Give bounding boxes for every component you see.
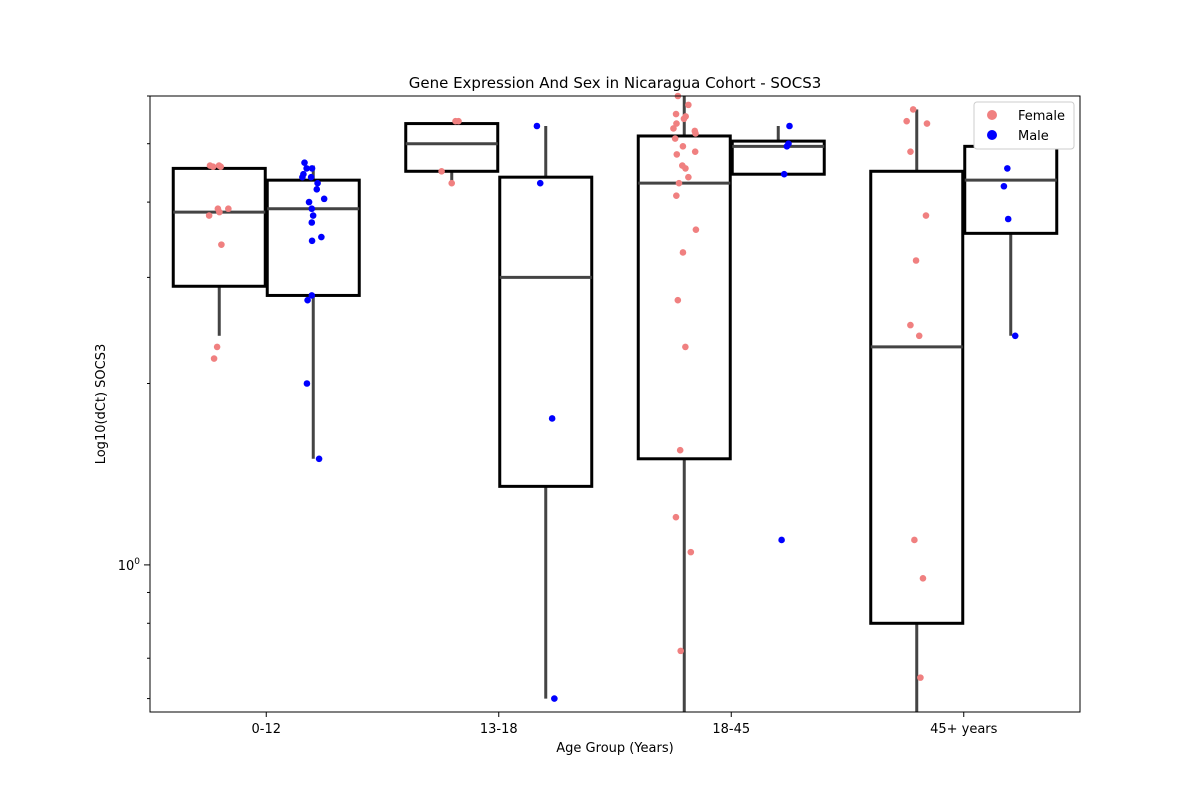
- data-point-female: [209, 163, 217, 170]
- data-point-male: [1004, 165, 1011, 172]
- data-point-female: [205, 212, 213, 219]
- data-point-female: [670, 125, 677, 132]
- data-point-male: [1000, 182, 1008, 190]
- data-point-male: [308, 219, 316, 226]
- data-point-male: [786, 122, 793, 130]
- data-point-male: [303, 380, 311, 387]
- data-point-male: [551, 695, 558, 702]
- data-point-male: [536, 179, 544, 187]
- data-point-female: [673, 151, 681, 158]
- data-point-female: [448, 179, 456, 187]
- data-point-male: [314, 179, 321, 187]
- data-point-female: [210, 355, 218, 362]
- plot-frame: [149, 95, 1081, 713]
- data-point-female: [685, 173, 692, 181]
- data-point-female: [675, 179, 683, 187]
- data-point-male: [308, 165, 316, 172]
- data-point-female: [691, 148, 699, 155]
- plot-area: [171, 92, 1059, 712]
- data-point-male: [1004, 215, 1012, 223]
- data-point-female: [674, 296, 682, 304]
- data-point-female: [213, 343, 221, 351]
- data-point-female: [692, 226, 700, 233]
- x-tick-label: 45+ years: [930, 722, 998, 737]
- data-point-female: [917, 674, 924, 681]
- data-point-male: [299, 173, 306, 181]
- data-point-female: [679, 143, 687, 150]
- y-axis: 100: [118, 95, 150, 700]
- data-point-male: [303, 165, 310, 172]
- data-point-female: [673, 192, 680, 199]
- data-point-female: [915, 332, 923, 340]
- legend-marker-male: [987, 130, 997, 140]
- data-point-male: [308, 205, 316, 213]
- data-point-female: [909, 106, 917, 113]
- data-point-female: [907, 148, 914, 155]
- box-female-2: [636, 134, 732, 461]
- legend-box: [973, 101, 1075, 150]
- legend: Female Male: [973, 101, 1075, 150]
- data-point-male: [320, 195, 328, 203]
- legend-label-male: Male: [1018, 129, 1049, 144]
- box-female-1: [404, 122, 500, 173]
- data-point-female: [217, 163, 225, 170]
- data-point-male: [304, 296, 311, 304]
- x-axis-label: Age Group (Years): [556, 741, 673, 756]
- data-point-male: [783, 143, 791, 150]
- data-point-female: [216, 208, 223, 216]
- data-point-female: [682, 165, 689, 172]
- x-tick-label: 18-45: [712, 722, 750, 737]
- data-point-female: [922, 212, 930, 219]
- data-point-female: [912, 257, 920, 264]
- data-point-male: [308, 237, 316, 245]
- data-point-female: [687, 548, 695, 556]
- legend-marker-female: [987, 110, 997, 120]
- chart-title: Gene Expression And Sex in Nicaragua Coh…: [409, 74, 822, 92]
- data-point-female: [685, 101, 692, 109]
- data-point-female: [225, 205, 232, 213]
- data-point-male: [533, 122, 541, 130]
- data-point-male: [301, 159, 308, 167]
- x-axis: 0-12 13-18 18-45 45+ years: [251, 712, 998, 737]
- data-point-female: [676, 446, 684, 454]
- data-point-male: [780, 170, 788, 178]
- x-tick-label: 0-12: [251, 722, 281, 737]
- y-tick-label: 100: [118, 557, 141, 574]
- data-point-female: [671, 135, 679, 142]
- x-tick-label: 13-18: [480, 722, 518, 737]
- data-point-female: [218, 241, 225, 248]
- data-point-female: [919, 575, 927, 582]
- data-point-female: [677, 647, 684, 655]
- data-point-male: [313, 186, 321, 193]
- y-axis-label: Log10(dCt) SOCS3: [94, 344, 109, 465]
- data-point-female: [672, 110, 680, 118]
- legend-label-female: Female: [1018, 109, 1065, 124]
- data-point-female: [680, 115, 688, 123]
- data-point-female: [673, 120, 680, 127]
- data-point-female: [907, 321, 914, 329]
- data-point-male: [1011, 332, 1019, 340]
- data-point-female: [672, 513, 680, 521]
- box-male-1: [498, 175, 594, 488]
- box-female-3: [869, 169, 965, 625]
- box-female-0: [171, 166, 267, 288]
- data-point-male: [778, 536, 785, 544]
- data-point-male: [309, 212, 317, 219]
- data-point-male: [305, 198, 313, 206]
- data-point-male: [315, 455, 323, 463]
- data-point-female: [923, 120, 931, 127]
- data-point-male: [308, 292, 316, 299]
- data-point-female: [452, 117, 459, 125]
- data-point-female: [911, 536, 918, 544]
- data-point-male: [548, 415, 556, 422]
- data-point-female: [679, 249, 687, 256]
- data-point-female: [682, 343, 689, 351]
- data-point-male: [307, 173, 315, 181]
- data-point-female: [903, 117, 910, 125]
- data-point-female: [438, 167, 445, 175]
- data-point-male: [318, 233, 325, 241]
- box-male-2: [730, 139, 826, 176]
- data-point-female: [692, 130, 699, 137]
